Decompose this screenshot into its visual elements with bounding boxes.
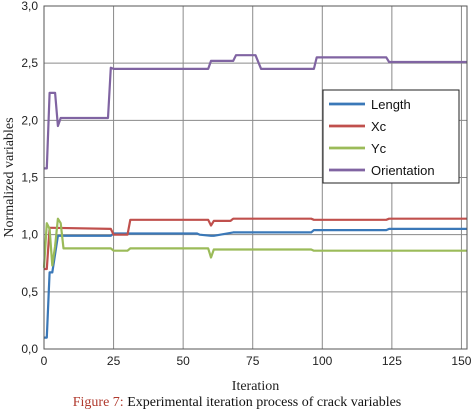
legend-label: Orientation bbox=[371, 163, 435, 178]
y-axis-label: Normalized variables bbox=[2, 117, 17, 237]
y-tick-label: 1,5 bbox=[21, 171, 38, 185]
y-tick-label: 2,0 bbox=[21, 113, 38, 127]
caption-text: Experimental iteration process of crack … bbox=[123, 395, 402, 410]
legend-box bbox=[322, 89, 460, 184]
x-tick-label: 25 bbox=[107, 354, 121, 368]
y-tick-label: 1,0 bbox=[21, 228, 38, 242]
y-tick-label: 0,5 bbox=[21, 285, 38, 299]
figure-label: Figure 7: bbox=[72, 395, 124, 410]
x-axis-label: Iteration bbox=[232, 379, 279, 394]
series-line-xc bbox=[44, 217, 467, 271]
figure-caption: Figure 7: Experimental iteration process… bbox=[0, 395, 474, 411]
x-axis-ticks: 0 25 50 75 100 125 150 bbox=[41, 354, 472, 368]
x-tick-label: 100 bbox=[312, 354, 332, 368]
series-line-length bbox=[44, 227, 467, 339]
legend: Length Xc Yc Orientation bbox=[322, 89, 460, 184]
legend-label: Length bbox=[371, 97, 411, 112]
y-axis-ticks: 0,0 0,5 1,0 1,5 2,0 2,5 3,0 bbox=[21, 0, 38, 356]
x-tick-label: 150 bbox=[451, 354, 471, 368]
y-tick-label: 0,0 bbox=[21, 342, 38, 356]
x-tick-label: 0 bbox=[41, 354, 48, 368]
series-line-orientation bbox=[44, 54, 467, 170]
y-tick-label: 3,0 bbox=[21, 0, 38, 13]
plot-frame bbox=[43, 5, 468, 350]
x-tick-label: 125 bbox=[382, 354, 402, 368]
y-tick-label: 2,5 bbox=[21, 56, 38, 70]
legend-label: Yc bbox=[371, 141, 387, 156]
series-lines bbox=[42, 54, 467, 339]
x-tick-label: 75 bbox=[246, 354, 260, 368]
series-line-yc bbox=[42, 217, 467, 268]
legend-label: Xc bbox=[371, 119, 387, 134]
x-tick-label: 50 bbox=[176, 354, 190, 368]
